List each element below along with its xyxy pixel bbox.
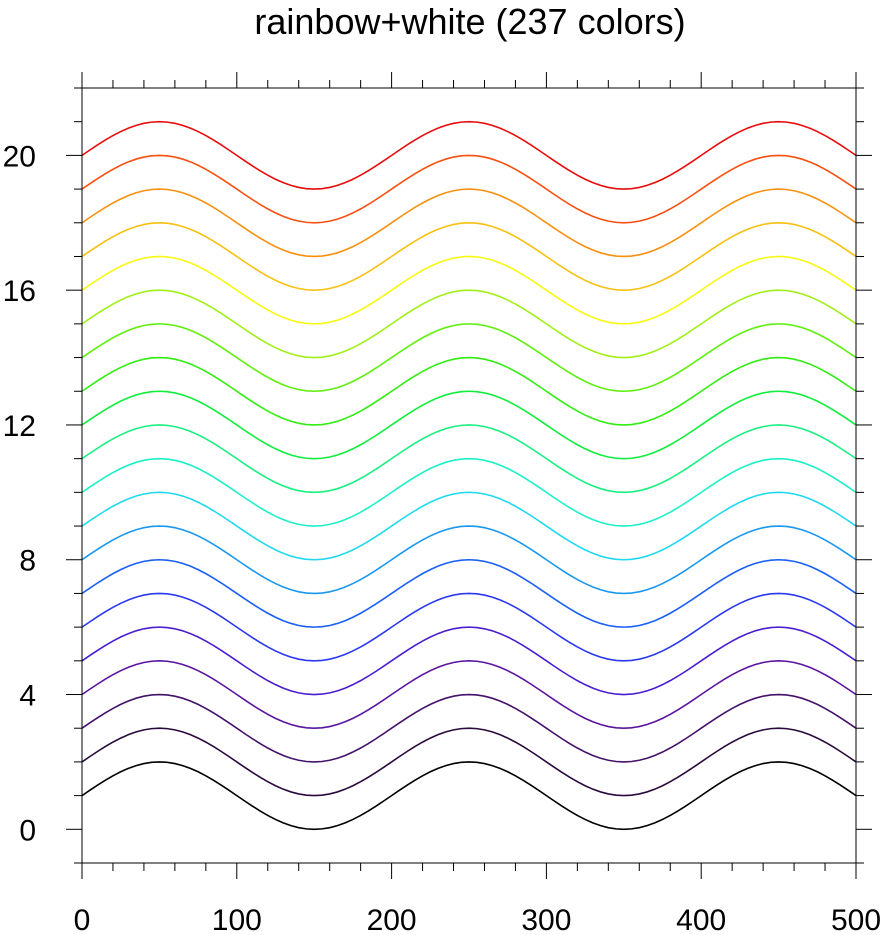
series-line-20 [81,120,857,190]
series-line-16 [81,255,857,325]
x-tick-label: 100 [212,904,262,935]
series-line-2 [81,727,857,797]
series-line-9 [81,491,857,561]
series-line-12 [81,390,857,460]
chart-title: rainbow+white (237 colors) [254,1,685,42]
y-tick-label: 4 [19,680,36,713]
x-tick-label: 300 [521,904,571,935]
series-line-14 [81,323,857,393]
series-line-19 [81,154,857,224]
plot-frame [81,87,857,864]
series-line-13 [81,356,857,426]
x-tick-label: 400 [676,904,726,935]
y-tick-label: 8 [19,545,36,578]
x-tick-label: 200 [367,904,417,935]
x-tick-label: 500 [831,904,881,935]
y-tick-label: 16 [3,275,36,308]
series-line-15 [81,289,857,359]
y-tick-label: 12 [3,410,36,443]
series-line-5 [81,626,857,696]
series-layer [81,120,857,831]
y-tick-label: 20 [3,140,36,173]
series-line-7 [81,558,857,628]
series-line-10 [81,457,857,527]
axes: 0 100 200 300 400 500 0 4 8 12 16 20 [3,72,881,935]
y-tick-label: 0 [19,814,36,847]
x-tick-label: 0 [74,904,91,935]
series-line-17 [81,221,857,291]
series-line-1 [81,761,857,831]
series-line-3 [81,693,857,763]
series-line-6 [81,592,857,662]
series-line-11 [81,424,857,494]
series-line-18 [81,188,857,258]
series-line-8 [81,525,857,595]
series-line-4 [81,660,857,730]
